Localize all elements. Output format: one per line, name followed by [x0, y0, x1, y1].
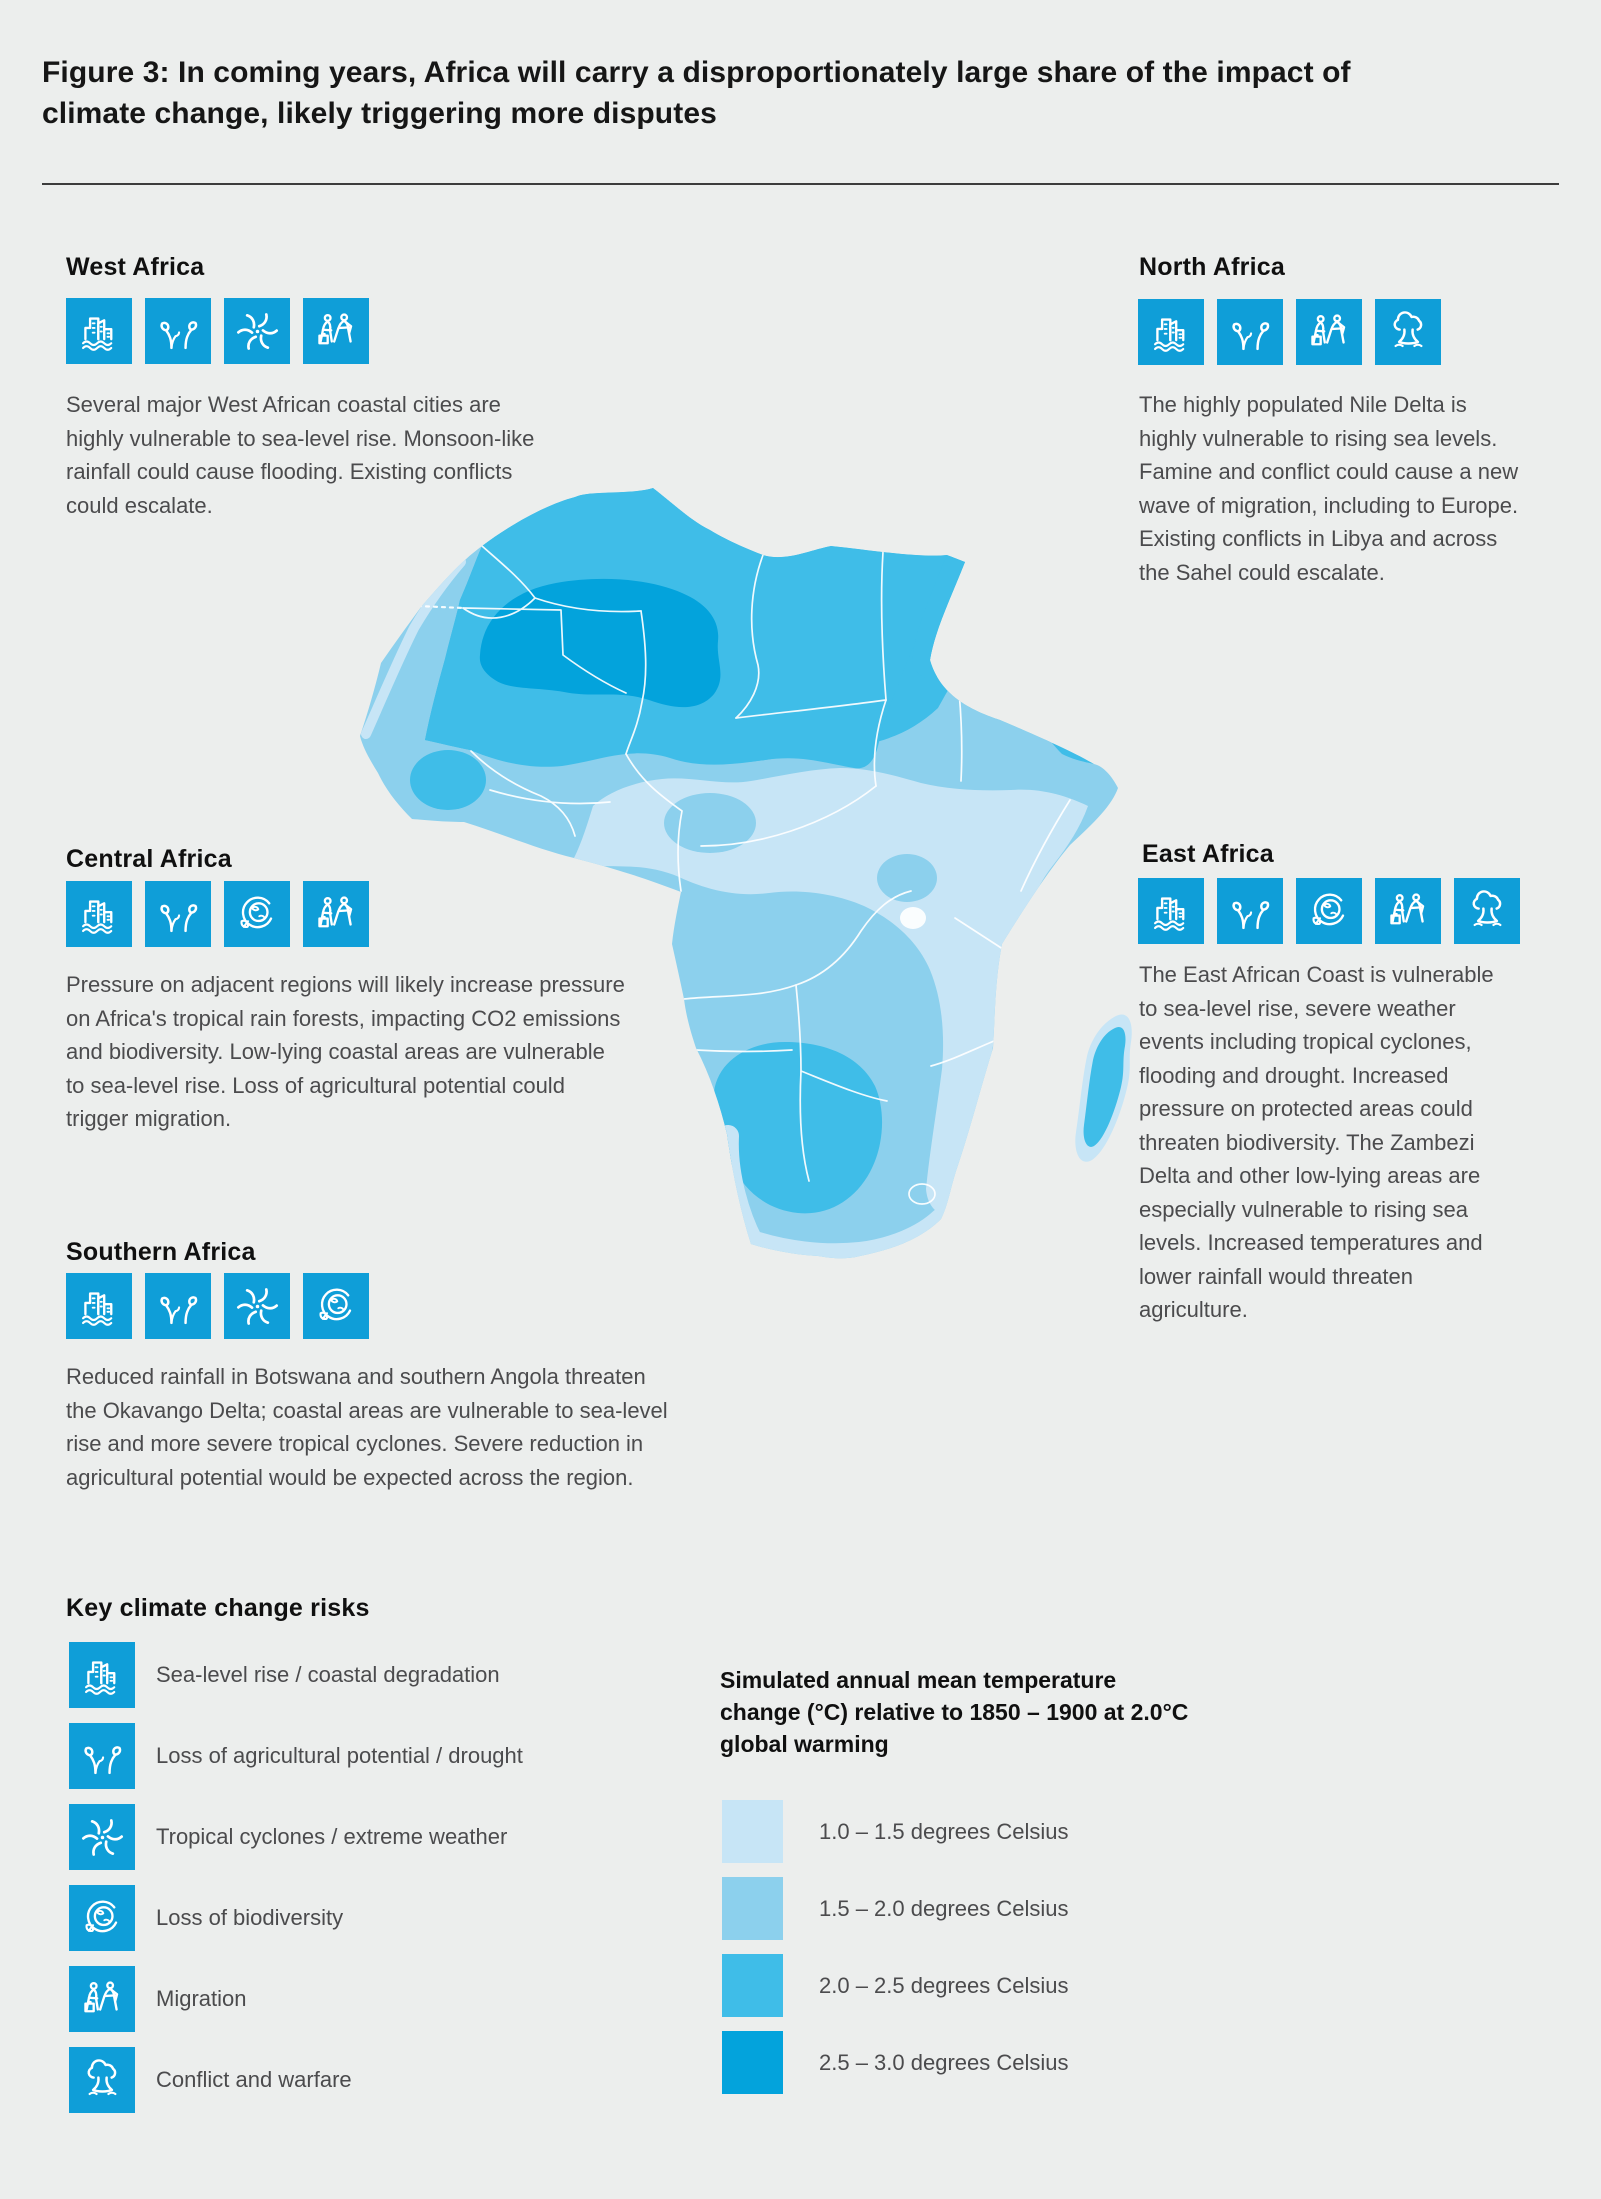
- region-heading-central-africa: Central Africa: [66, 845, 232, 873]
- region-heading-southern-africa: Southern Africa: [66, 1238, 256, 1266]
- cyclone-icon: [69, 1804, 135, 1870]
- west-africa-text: Several major West African coastal citie…: [66, 392, 535, 518]
- risk-legend-label: Sea-level rise / coastal degradation: [156, 1662, 500, 1687]
- zone-nw-coast-light: [361, 557, 466, 739]
- country-borders: [416, 545, 1071, 1205]
- migration-icon: [303, 298, 369, 364]
- sea-level-rise-icon: [1138, 299, 1204, 365]
- risk-legend-heading: Key climate change risks: [66, 1594, 370, 1622]
- migration-icon: [1375, 878, 1441, 944]
- southern-africa-risk-icons: [66, 1273, 369, 1339]
- risk-legend-label: Tropical cyclones / extreme weather: [156, 1824, 508, 1849]
- figure-title: Figure 3: In coming years, Africa will c…: [42, 56, 1351, 130]
- risk-legend-row: Sea-level rise / coastal degradation: [69, 1642, 500, 1708]
- cyclone-icon: [224, 1273, 290, 1339]
- temp-swatch-2.0-2.5: [722, 1954, 783, 2017]
- title-rule: [42, 183, 1559, 185]
- zone-guinea-patch: [410, 750, 486, 810]
- biodiversity-icon: [303, 1273, 369, 1339]
- temperature-legend-row: 2.0 – 2.5 degrees Celsius: [722, 1954, 1069, 2017]
- east-africa-risk-icons: [1138, 878, 1520, 944]
- central-africa-risk-icons: [66, 881, 369, 947]
- region-heading-west-africa: West Africa: [66, 253, 205, 281]
- temp-swatch-2.5-3.0: [722, 2031, 783, 2094]
- drought-icon: [69, 1723, 135, 1789]
- risk-legend-row: Loss of biodiversity: [69, 1885, 343, 1951]
- biodiversity-icon: [69, 1885, 135, 1951]
- risk-legend-row: Loss of agricultural potential / drought: [69, 1723, 523, 1789]
- risk-legend-label: Migration: [156, 1986, 247, 2011]
- north-africa-risk-icons: [1138, 299, 1441, 365]
- risk-legend-label: Conflict and warfare: [156, 2067, 352, 2092]
- central-africa-text: Pressure on adjacent regions will likely…: [66, 972, 625, 1131]
- temperature-legend-title: Simulated annual mean temperature change…: [720, 1667, 1189, 1757]
- region-heading-east-africa: East Africa: [1142, 840, 1274, 868]
- zone-southern-core: [713, 1042, 883, 1214]
- africa-map: [360, 488, 1132, 1259]
- risk-legend-label: Loss of agricultural potential / drought: [156, 1743, 523, 1768]
- risk-legend-row: Migration: [69, 1966, 246, 2032]
- risk-legend-row: Conflict and warfare: [69, 2047, 352, 2113]
- temp-swatch-1.0-1.5: [722, 1800, 783, 1863]
- drought-icon: [145, 1273, 211, 1339]
- sea-level-rise-icon: [69, 1642, 135, 1708]
- west-africa-risk-icons: [66, 298, 369, 364]
- temp-range-label: 2.0 – 2.5 degrees Celsius: [819, 1972, 1069, 1998]
- migration-icon: [69, 1966, 135, 2032]
- drought-icon: [145, 881, 211, 947]
- region-heading-north-africa: North Africa: [1139, 253, 1285, 281]
- madagascar-interior: [1083, 1026, 1126, 1147]
- temperature-legend-row: 2.5 – 3.0 degrees Celsius: [722, 2031, 1069, 2094]
- temp-range-label: 1.0 – 1.5 degrees Celsius: [819, 1818, 1069, 1844]
- drought-icon: [1217, 299, 1283, 365]
- cyclone-icon: [224, 298, 290, 364]
- migration-icon: [303, 881, 369, 947]
- temp-range-label: 2.5 – 3.0 degrees Celsius: [819, 2049, 1069, 2075]
- temperature-legend-row: 1.5 – 2.0 degrees Celsius: [722, 1877, 1069, 1940]
- conflict-icon: [69, 2047, 135, 2113]
- madagascar: [1075, 1014, 1132, 1162]
- zone-central-east-light: [574, 768, 1088, 1215]
- biodiversity-icon: [224, 881, 290, 947]
- drought-icon: [1217, 878, 1283, 944]
- zone-sahara-hotspot: [479, 578, 721, 708]
- conflict-icon: [1454, 878, 1520, 944]
- biodiversity-icon: [1296, 878, 1362, 944]
- migration-icon: [1296, 299, 1362, 365]
- lesotho-outline: [908, 1183, 936, 1205]
- sea-level-rise-icon: [66, 298, 132, 364]
- drought-icon: [145, 298, 211, 364]
- temp-swatch-1.5-2.0: [722, 1877, 783, 1940]
- sea-level-rise-icon: [66, 1273, 132, 1339]
- sea-level-rise-icon: [1138, 878, 1204, 944]
- temp-range-label: 1.5 – 2.0 degrees Celsius: [819, 1895, 1069, 1921]
- southern-africa-text: Reduced rainfall in Botswana and souther…: [66, 1364, 668, 1490]
- risk-legend-label: Loss of biodiversity: [156, 1905, 344, 1930]
- conflict-icon: [1375, 299, 1441, 365]
- zone-cameroon-patch: [664, 793, 756, 853]
- zone-uganda-patch: [877, 854, 937, 902]
- sea-level-rise-icon: [66, 881, 132, 947]
- western-sahara-dashed-border: [416, 604, 465, 610]
- lake-victoria: [900, 907, 926, 929]
- zone-red-sea-band: [912, 552, 978, 678]
- east-africa-text: The East African Coast is vulnerable to …: [1139, 962, 1494, 1322]
- risk-legend-row: Tropical cyclones / extreme weather: [69, 1804, 507, 1870]
- north-africa-text: The highly populated Nile Delta is highl…: [1139, 392, 1519, 585]
- temperature-legend-row: 1.0 – 1.5 degrees Celsius: [722, 1800, 1069, 1863]
